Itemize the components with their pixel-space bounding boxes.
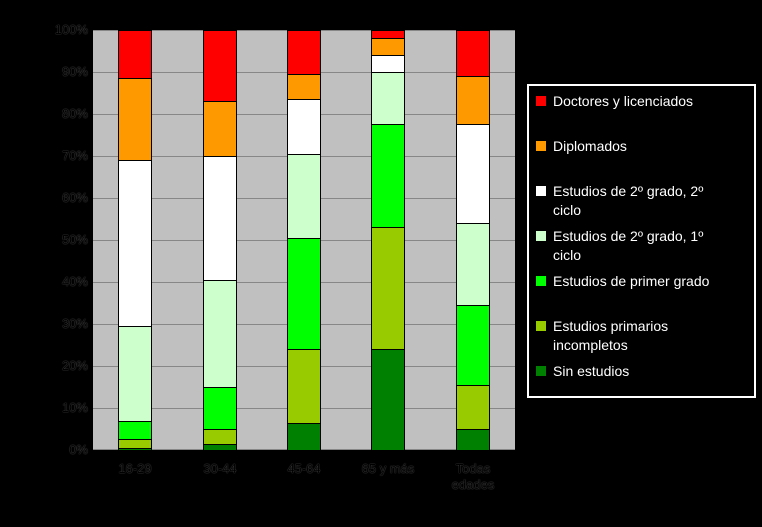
legend-item: Doctores y licenciados — [535, 92, 749, 137]
y-axis-tick-label: 30% — [61, 316, 88, 331]
legend-item-label: Estudios primarios incompletos — [553, 318, 669, 353]
bar-segment — [287, 30, 321, 74]
y-axis-tick-label: 0% — [69, 442, 88, 457]
legend-swatch-icon — [535, 95, 547, 107]
bar-65-y-más — [371, 30, 405, 450]
bar-segment — [287, 74, 321, 99]
bar-16-29 — [118, 30, 152, 450]
bar-segment — [118, 439, 152, 448]
bar-segment — [203, 101, 237, 156]
bar-segment — [118, 30, 152, 78]
legend-item-label: Doctores y licenciados — [553, 93, 694, 109]
legend-swatch-icon — [535, 320, 547, 332]
bar-segment — [371, 38, 405, 55]
legend-item: Estudios primarios incompletos — [535, 317, 749, 362]
legend: Doctores y licenciados Diplomados Estudios… — [527, 84, 756, 398]
legend-item-label: Estudios de primer grado — [553, 273, 710, 289]
bar-segment — [456, 124, 490, 223]
y-axis-tick-label: 90% — [61, 64, 88, 79]
bar-segment — [371, 124, 405, 227]
x-axis-tick-label: 16-29 — [118, 461, 152, 476]
legend-item-label: Sin estudios — [553, 363, 630, 379]
bar-segment — [203, 444, 237, 450]
bar-segment — [203, 30, 237, 101]
x-axis-tick-label: 45-64 — [287, 461, 321, 476]
bar-segment — [203, 280, 237, 387]
y-axis-tick-label: 70% — [61, 148, 88, 163]
bar-segment — [371, 227, 405, 349]
bar-segment — [371, 72, 405, 124]
bar-segment — [118, 160, 152, 326]
bar-segment — [118, 421, 152, 439]
bar-segment — [456, 305, 490, 385]
legend-item: Sin estudios — [535, 362, 749, 381]
legend-item-label: Diplomados — [553, 138, 627, 154]
y-axis-tick-label: 40% — [61, 274, 88, 289]
bar-segment — [203, 429, 237, 444]
bar-segment — [456, 223, 490, 305]
bar-segment — [287, 423, 321, 450]
bar-segment — [287, 238, 321, 349]
bar-segment — [203, 156, 237, 280]
bar-segment — [456, 30, 490, 76]
y-axis-tick-label: 20% — [61, 358, 88, 373]
bar-segment — [203, 387, 237, 429]
legend-item: Estudios de 2º grado, 2º ciclo — [535, 182, 749, 227]
bar-segment — [371, 30, 405, 38]
bar-segment — [287, 349, 321, 423]
legend-item: Estudios de 2º grado, 1º ciclo — [535, 227, 749, 272]
bar-segment — [456, 76, 490, 124]
y-axis-tick-label: 50% — [61, 232, 88, 247]
legend-item-label: Estudios de 2º grado, 1º ciclo — [553, 228, 704, 263]
legend-item: Diplomados — [535, 137, 749, 182]
y-axis-tick-label: 60% — [61, 190, 88, 205]
legend-swatch-icon — [535, 365, 547, 377]
legend-item-label: Estudios de 2º grado, 2º ciclo — [553, 183, 704, 218]
bar-30-44 — [203, 30, 237, 450]
bar-segment — [371, 349, 405, 450]
legend-swatch-icon — [535, 185, 547, 197]
legend-swatch-icon — [535, 140, 547, 152]
x-axis-tick-label: Todas edades — [451, 461, 495, 492]
y-axis-tick-label: 100% — [54, 22, 88, 37]
bar-segment — [118, 78, 152, 160]
bar-todas-edades — [456, 30, 490, 450]
plot-area — [93, 30, 515, 450]
bar-segment — [118, 448, 152, 450]
bar-segment — [371, 55, 405, 72]
legend-item: Estudios de primer grado — [535, 272, 749, 317]
x-axis-tick-label: 30-44 — [203, 461, 237, 476]
bar-segment — [287, 154, 321, 238]
x-axis-tick-label: 65 y más — [361, 461, 415, 476]
y-axis-tick-label: 10% — [61, 400, 88, 415]
legend-swatch-icon — [535, 275, 547, 287]
y-axis-tick-label: 80% — [61, 106, 88, 121]
bar-45-64 — [287, 30, 321, 450]
bar-segment — [456, 385, 490, 429]
legend-swatch-icon — [535, 230, 547, 242]
bar-segment — [118, 326, 152, 421]
bar-segment — [456, 429, 490, 450]
bar-segment — [287, 99, 321, 154]
